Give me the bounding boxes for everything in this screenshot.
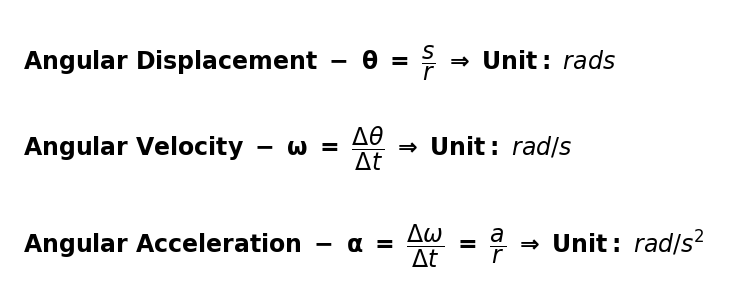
Text: $\mathbf{Angular\ Velocity\ -\ \omega\ =\ }\dfrac{\Delta\theta}{\Delta t}\mathbf: $\mathbf{Angular\ Velocity\ -\ \omega\ =…	[23, 124, 572, 173]
Text: $\mathbf{Angular\ Displacement\ -\ \theta\ =\ }\dfrac{s}{r}\mathbf{\ \Rightarrow: $\mathbf{Angular\ Displacement\ -\ \thet…	[23, 43, 615, 83]
Text: $\mathbf{Angular\ Acceleration\ -\ \alpha\ =\ }\dfrac{\Delta\omega}{\Delta t}\ma: $\mathbf{Angular\ Acceleration\ -\ \alph…	[23, 222, 705, 270]
